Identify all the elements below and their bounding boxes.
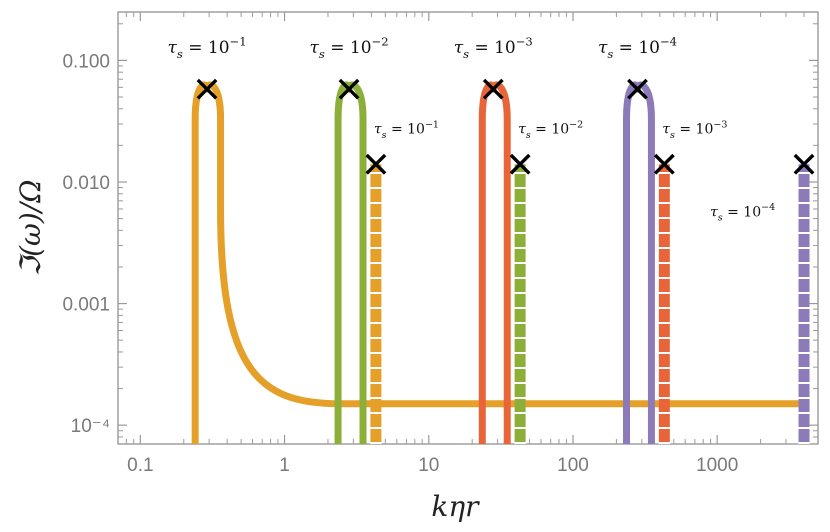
annotation-base: τ [374,122,382,138]
tau-annotation: τs = 10−2 [310,34,389,61]
y-axis-title: ℑ(ω)/Ω [14,180,47,277]
annotation-base: τ [167,38,177,58]
peak-marker [793,153,815,175]
tau-annotation: τs = 10−1 [374,119,439,141]
annotation-base: τ [598,38,608,58]
annotation-exponent: −1 [425,119,439,130]
tau-annotation: τs = 10−3 [454,34,533,61]
annotation-equals: = 10 [183,38,230,58]
annotations-layer: τs = 10−1 τs = 10−2 τs = 10−3 τs = 10−4τs =… [167,34,775,223]
tau-annotation: τs = 10−3 [662,119,727,141]
annotation-subscript: s [463,47,469,61]
peak-marker [196,78,218,100]
y-tick-label: 0.001 [62,295,110,316]
marker-stroke [196,78,218,100]
annotation-base: τ [662,122,670,138]
plot-frame [117,11,819,445]
x-tick-label: 0.1 [127,455,153,476]
x-axis-title: kηr [431,490,480,523]
annotation-equals: = 10 [613,38,660,58]
annotation-subscript: s [382,130,387,141]
annotation-subscript: s [177,47,183,61]
annotation-equals: = 10 [387,122,425,138]
markers-layer [196,78,815,175]
annotation-base: τ [454,38,464,58]
peak-marker [653,153,675,175]
marker-stroke [365,153,387,175]
annotation-equals: = 10 [723,205,761,221]
annotation-base: τ [710,205,718,221]
annotation-base: τ [310,38,320,58]
peak-marker [365,153,387,175]
tau-annotation: τs = 10−2 [518,119,583,141]
annotation-equals: = 10 [531,122,569,138]
x-tick-label: 1 [279,455,290,476]
y-tick-label: 10⁻⁴ [71,416,110,437]
peak-marker [627,78,648,100]
annotation-exponent: −2 [569,119,583,130]
annotation-exponent: −2 [372,34,389,48]
annotation-equals: = 10 [469,38,516,58]
annotation-exponent: −1 [230,34,247,48]
annotation-subscript: s [718,213,723,224]
annotation-equals: = 10 [675,122,713,138]
marker-stroke [509,153,531,175]
tau-annotation: τs = 10−1 [167,34,246,61]
annotation-subscript: s [526,130,531,141]
ticks-layer: 0.1 1 10 100 1000 0.100 0.010 0.001 10⁻⁴ [62,12,819,476]
tau-annotation: τs = 10−4 [710,202,775,224]
peak-marker [509,153,531,175]
marker-stroke [653,153,675,175]
annotation-exponent: −4 [660,34,677,48]
annotation-exponent: −3 [516,34,533,48]
x-tick-label: 10 [418,455,439,476]
y-tick-label: 0.010 [62,173,110,194]
x-tick-label: 100 [557,455,589,476]
marker-stroke [793,153,815,175]
marker-stroke [338,78,360,100]
y-tick-label: 0.100 [62,51,110,72]
annotation-base: τ [518,122,526,138]
annotation-subscript: s [319,47,325,61]
annotation-subscript: s [670,130,675,141]
tau-annotation: τs = 10−4 [598,34,677,61]
x-tick-label: 1000 [696,455,738,476]
peak-marker [338,78,360,100]
annotation-subscript: s [607,47,613,61]
peak-marker [482,78,504,100]
marker-stroke [627,78,648,100]
annotation-exponent: −3 [713,119,727,130]
annotation-equals: = 10 [325,38,372,58]
marker-stroke [482,78,504,100]
annotation-exponent: −4 [761,202,775,213]
